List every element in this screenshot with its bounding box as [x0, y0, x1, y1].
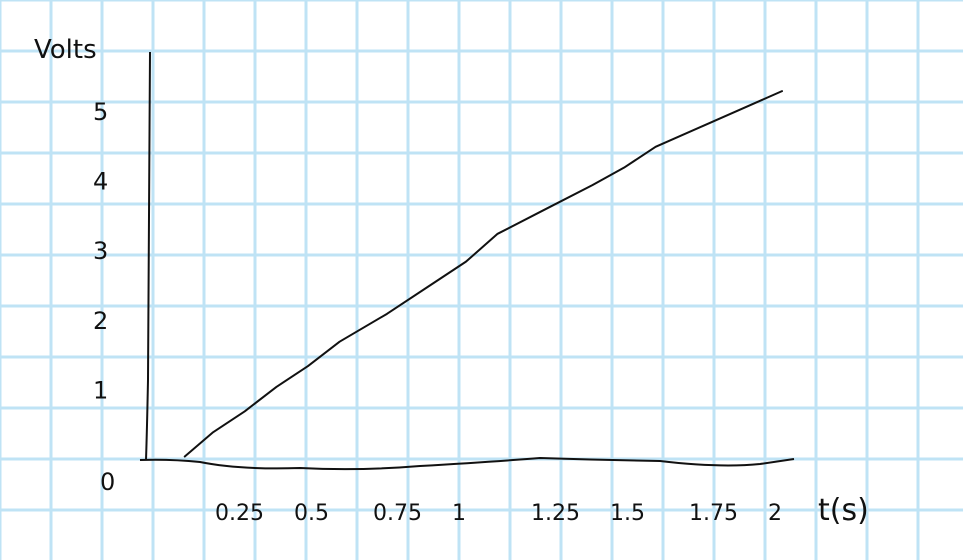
x-axis-line: [139, 456, 795, 471]
y-tick-label: 0: [100, 468, 115, 496]
y-axis-label: Volts: [34, 35, 97, 65]
x-tick-label: 2: [768, 501, 782, 526]
x-tick-label: 0.5: [294, 501, 329, 526]
y-axis-line: [145, 51, 151, 461]
y-tick-label: 3: [93, 237, 108, 265]
y-tick-label: 5: [93, 98, 108, 126]
axes: [139, 51, 795, 471]
x-axis-label: t(s): [818, 493, 869, 528]
x-tick-label: 1.25: [531, 501, 580, 526]
x-tick-label: 1: [452, 501, 466, 526]
y-tick-label: 4: [93, 168, 108, 196]
series-line: [183, 90, 783, 458]
y-tick-label: 1: [93, 376, 108, 404]
y-tick-label: 2: [93, 307, 108, 335]
x-tick-label: 0.25: [215, 501, 264, 526]
tick-labels: 0.25 0.5 0.75 1 1.25 1.5 1.75 2 0 1 2 3 4 5: [93, 98, 782, 526]
data-series: [183, 90, 783, 458]
x-tick-label: 1.5: [610, 501, 645, 526]
x-tick-label: 1.75: [689, 501, 738, 526]
x-tick-label: 0.75: [373, 501, 422, 526]
